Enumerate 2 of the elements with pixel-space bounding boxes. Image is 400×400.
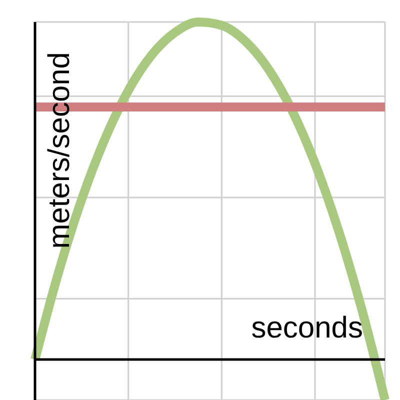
x-axis-title: seconds	[251, 312, 363, 344]
y-axis-title: meters/second	[43, 52, 76, 249]
